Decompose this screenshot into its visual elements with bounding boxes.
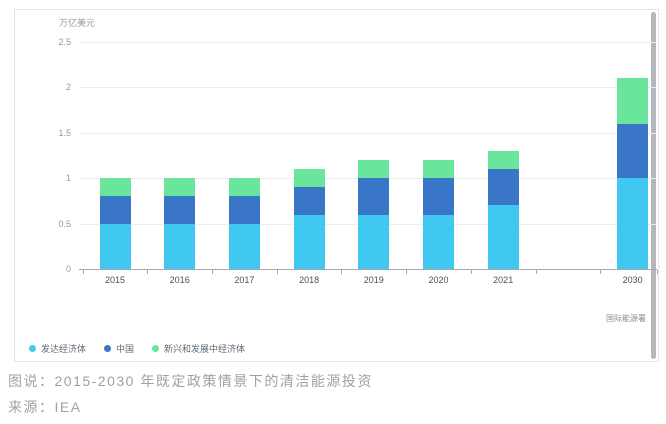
figure-source: 来源：IEA	[8, 399, 82, 415]
x-axis-tick	[657, 270, 658, 274]
bar-2018[interactable]	[293, 169, 325, 269]
bar-segment-2017[interactable]	[228, 196, 260, 224]
x-axis-tick	[406, 270, 408, 274]
bar-segment-2018[interactable]	[293, 214, 325, 269]
x-axis-label: 2021	[493, 275, 514, 285]
bar-2020[interactable]	[423, 160, 454, 269]
legend-item[interactable]: 中国	[104, 342, 134, 355]
bar-segment-2019[interactable]	[358, 160, 390, 179]
x-axis-tick	[147, 270, 149, 274]
bar-2021[interactable]	[487, 150, 519, 269]
bar-segment-2020[interactable]	[423, 160, 454, 179]
bar-segment-2020[interactable]	[423, 214, 454, 269]
x-axis-label: 2030	[622, 275, 643, 285]
x-axis-line	[79, 269, 657, 270]
legend: 发达经济体 中国 新兴和发展中经济体	[29, 342, 245, 355]
bar-segment-2030[interactable]	[617, 178, 649, 269]
x-axis-label: 2019	[363, 275, 384, 285]
bar-segment-2021[interactable]	[487, 205, 519, 269]
bar-2015[interactable]	[99, 178, 131, 269]
bar-segment-2017[interactable]	[228, 223, 260, 269]
bar-segment-2016[interactable]	[164, 223, 196, 269]
chart-card: 万亿美元 发达经济体 中国 新兴和发展中经济体 国际能源署 0 0.5 1 1.5 2 2.5…	[14, 9, 659, 362]
y-gridline	[79, 132, 657, 134]
y-gridline	[79, 87, 657, 89]
x-axis-label: 2018	[299, 275, 320, 285]
x-axis-label: 2015	[104, 275, 126, 285]
bar-segment-2019[interactable]	[358, 214, 390, 269]
x-axis-tick	[341, 270, 343, 274]
bar-segment-2015[interactable]	[99, 196, 131, 224]
x-axis-tick	[470, 270, 472, 274]
bar-segment-2020[interactable]	[423, 178, 454, 215]
bar-2017[interactable]	[228, 178, 260, 269]
figure-caption: 图说：2015-2030 年既定政策情景下的清洁能源投资	[8, 373, 373, 389]
bar-segment-2016[interactable]	[164, 196, 196, 224]
legend-dot-icon	[152, 345, 160, 352]
bar-segment-2030[interactable]	[617, 123, 649, 179]
vertical-scrollbar[interactable]	[651, 12, 656, 359]
y-axis-tick-label: 0.5	[58, 218, 71, 229]
legend-dot-icon	[29, 345, 36, 352]
attribution-watermark: 国际能源署	[606, 314, 646, 323]
x-axis-label: 2020	[428, 275, 449, 285]
x-axis-tick	[535, 270, 537, 274]
legend-item[interactable]: 发达经济体	[29, 342, 86, 355]
bar-segment-2018[interactable]	[293, 169, 325, 188]
x-axis-label: 2016	[169, 275, 190, 285]
bar-2016[interactable]	[164, 178, 196, 269]
bar-segment-2021[interactable]	[487, 150, 519, 170]
y-gridline	[79, 42, 657, 43]
bar-2019[interactable]	[358, 160, 390, 269]
legend-item[interactable]: 新兴和发展中经济体	[152, 342, 245, 355]
x-axis-label: 2017	[234, 275, 255, 285]
bar-segment-2030[interactable]	[617, 78, 649, 124]
bar-2030[interactable]	[617, 78, 649, 269]
x-axis-tick	[82, 270, 84, 274]
x-axis-tick	[212, 270, 214, 274]
bar-segment-2018[interactable]	[293, 187, 325, 215]
y-axis-tick-label: 1.5	[58, 127, 71, 138]
legend-dot-icon	[104, 345, 112, 352]
bar-segment-2016[interactable]	[164, 178, 196, 197]
bar-segment-2017[interactable]	[228, 178, 260, 197]
x-axis-tick	[276, 270, 278, 274]
bar-segment-2019[interactable]	[358, 178, 390, 215]
y-axis-tick-label: 0	[65, 264, 71, 274]
bar-segment-2021[interactable]	[487, 169, 519, 206]
x-axis-tick	[600, 270, 602, 274]
y-axis-tick-label: 2.5	[58, 37, 71, 47]
y-axis-tick-label: 2	[65, 82, 71, 93]
legend-label: 发达经济体	[41, 344, 87, 354]
legend-label: 新兴和发展中经济体	[164, 344, 246, 354]
y-axis-unit-label: 万亿美元	[59, 18, 96, 28]
bar-segment-2015[interactable]	[99, 223, 131, 269]
legend-label: 中国	[116, 344, 135, 354]
y-axis-tick-label: 1	[65, 173, 71, 184]
bar-segment-2015[interactable]	[99, 178, 131, 197]
